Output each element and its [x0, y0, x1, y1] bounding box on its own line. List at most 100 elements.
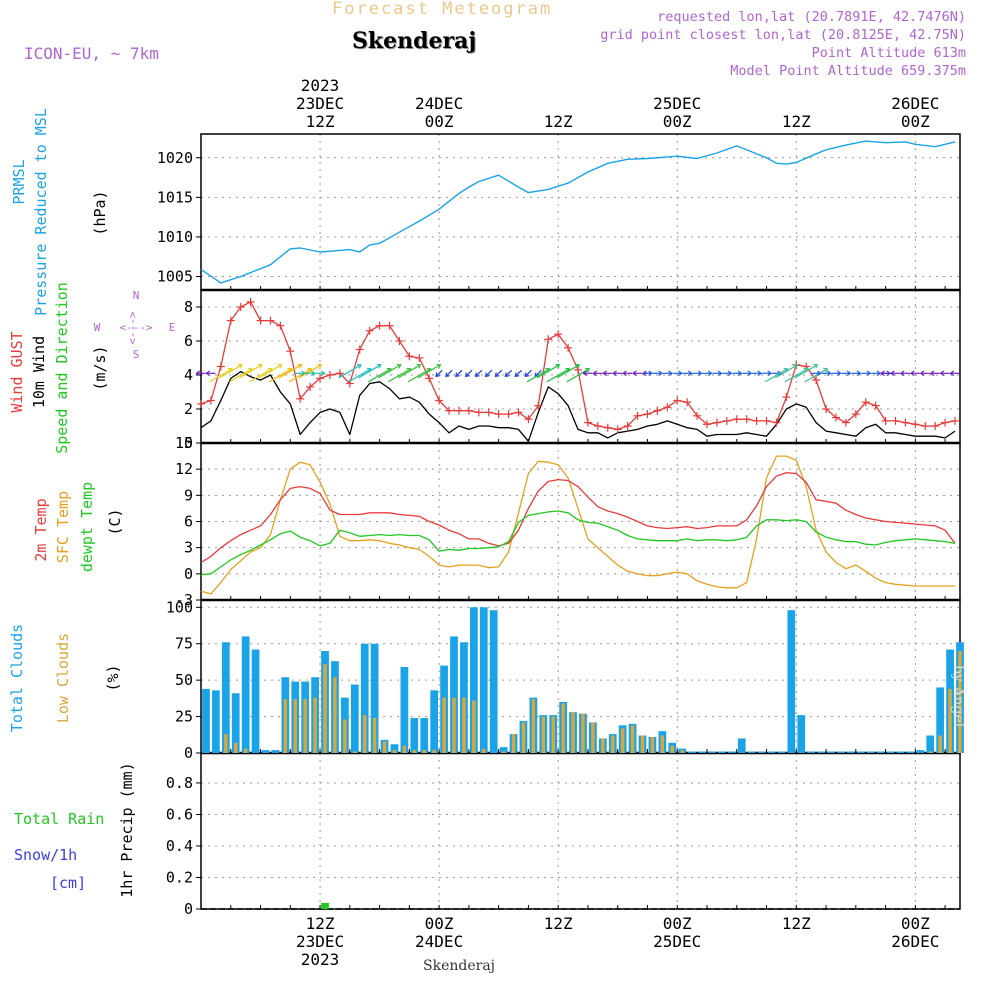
- dewpoint-line: [200, 510, 956, 576]
- low-cloud-bar: [511, 734, 516, 753]
- low-cloud-bar: [531, 699, 536, 753]
- low-cloud-bar: [581, 713, 585, 753]
- y-tick-label: 75: [175, 635, 193, 653]
- wind-direction-arrow: [546, 368, 570, 383]
- wind-arrow-head: [435, 372, 441, 378]
- low-cloud-bar: [353, 751, 357, 753]
- y-tick-label: 1020: [157, 149, 193, 167]
- wind-label: 10m Wind: [30, 336, 48, 408]
- low-cloud-bar: [363, 715, 367, 753]
- y-tick-label: 0.8: [166, 774, 193, 792]
- wind-direction-arrow: [239, 364, 263, 379]
- total-cloud-bar: [827, 751, 835, 753]
- total-cloud-bar: [202, 688, 210, 753]
- wind-arrow-head: [826, 370, 832, 377]
- low-cloud-bar: [948, 688, 952, 753]
- wind-direction-arrow: [397, 364, 421, 379]
- total-cloud-bar: [727, 751, 736, 753]
- y-tick-label: 8: [184, 298, 193, 316]
- y-tick-label: 2: [184, 400, 193, 418]
- low-cloud-bar: [234, 742, 238, 753]
- total-cloud-bar: [212, 690, 220, 753]
- wind-arrow-head: [484, 372, 490, 378]
- wind-arrow-head: [310, 370, 316, 377]
- wind-direction-arrow: [794, 364, 818, 379]
- y-tick-label: 100: [166, 598, 193, 616]
- wind-arrow-head: [813, 363, 819, 369]
- y-tick-label: 6: [184, 332, 193, 350]
- total-cloud-bar: [460, 642, 468, 753]
- compass-w: W: [94, 321, 101, 334]
- wind-arrow-head: [939, 370, 945, 377]
- wind-arrow-head: [416, 363, 422, 369]
- y-tick-label: 1010: [157, 228, 193, 246]
- low-cloud-bar: [412, 750, 417, 753]
- wind-direction-arrow: [298, 364, 322, 379]
- wind-arrow-head: [767, 370, 773, 377]
- wind-arrow-head: [514, 372, 520, 378]
- low-cloud-bar: [402, 745, 407, 753]
- wind-direction-arrow: [288, 368, 312, 383]
- wind-direction-arrow: [268, 368, 292, 383]
- low-cloud-bar: [303, 699, 307, 753]
- rain-bar: [321, 902, 329, 909]
- credit-watermark: by Angel: [950, 665, 966, 728]
- bottom-time-label: 12Z: [782, 914, 811, 933]
- wind-direction-arrow: [445, 369, 453, 377]
- low-cloud-bar: [323, 664, 327, 753]
- low-cloud-bar: [551, 716, 555, 753]
- wind-direction-arrow: [229, 368, 253, 383]
- low-cloud-bar: [958, 651, 962, 753]
- total-cloud-bar: [787, 610, 796, 753]
- bottom-time-label: 12Z: [544, 914, 573, 933]
- wind-direction-arrow: [358, 364, 382, 379]
- sfc-temp-line: [200, 455, 955, 595]
- wind-arrow-head: [909, 370, 915, 377]
- wind-arrow-head: [205, 370, 211, 377]
- wind-arrow-head: [757, 370, 763, 377]
- wind-arrow-head: [237, 363, 243, 369]
- total-cloud-bar: [837, 751, 845, 753]
- wind-arrow-head: [524, 372, 530, 378]
- top-time-label: 25DEC: [653, 94, 701, 113]
- low-cloud-bar: [938, 735, 942, 753]
- wind-arrow-head: [880, 370, 885, 377]
- y-tick-label: 3: [184, 539, 193, 557]
- bottom-time-label: 2023: [301, 950, 340, 969]
- wind-arrow-head: [658, 370, 663, 377]
- wind-arrow-head: [555, 363, 561, 369]
- total-cloud-bar: [856, 751, 865, 753]
- y-tick-label: 9: [184, 486, 193, 504]
- top-time-label: 12Z: [782, 112, 811, 131]
- low-cloud-bar: [372, 718, 377, 753]
- low-cloud-bar: [601, 738, 605, 753]
- wind-arrow-head: [602, 370, 607, 377]
- wind-arrow-head: [727, 370, 733, 377]
- grid-location: grid point closest lon,lat (20.8125E, 42…: [600, 27, 966, 43]
- low-cloud-bar: [432, 750, 436, 753]
- total-cloud-bar: [896, 751, 905, 753]
- wind-arrow-head: [622, 370, 627, 377]
- total-cloud-bar: [360, 643, 369, 753]
- point-altitude: Point Altitude 613m: [811, 45, 966, 61]
- wind-arrow-head: [585, 367, 591, 373]
- wind-direction-arrow: [338, 364, 362, 379]
- bottom-time-label: 25DEC: [653, 932, 701, 951]
- low-cloud-bar: [392, 750, 397, 753]
- wind-arrow-head: [717, 370, 723, 377]
- total-cloud-bar: [926, 735, 935, 753]
- total-cloud-bar: [757, 751, 766, 753]
- total-cloud-bar: [846, 751, 855, 753]
- total-cloud-bar: [817, 751, 825, 753]
- temp2m-label: 2m Temp: [32, 498, 50, 561]
- precip-unit-label: 1hr Precip (mm): [118, 762, 136, 897]
- wind-direction-arrow: [534, 369, 542, 377]
- y-tick-label: 0.2: [166, 868, 193, 886]
- total-cloud-bar: [231, 693, 240, 753]
- low-cloud-bar: [343, 719, 347, 753]
- low-cloud-bar: [620, 728, 625, 753]
- celsius-unit-label: (C): [106, 508, 124, 535]
- bottom-time-label: 00Z: [663, 914, 692, 933]
- low-cloud-bar: [472, 700, 476, 753]
- model-altitude: Model Point Altitude 659.375m: [730, 63, 966, 79]
